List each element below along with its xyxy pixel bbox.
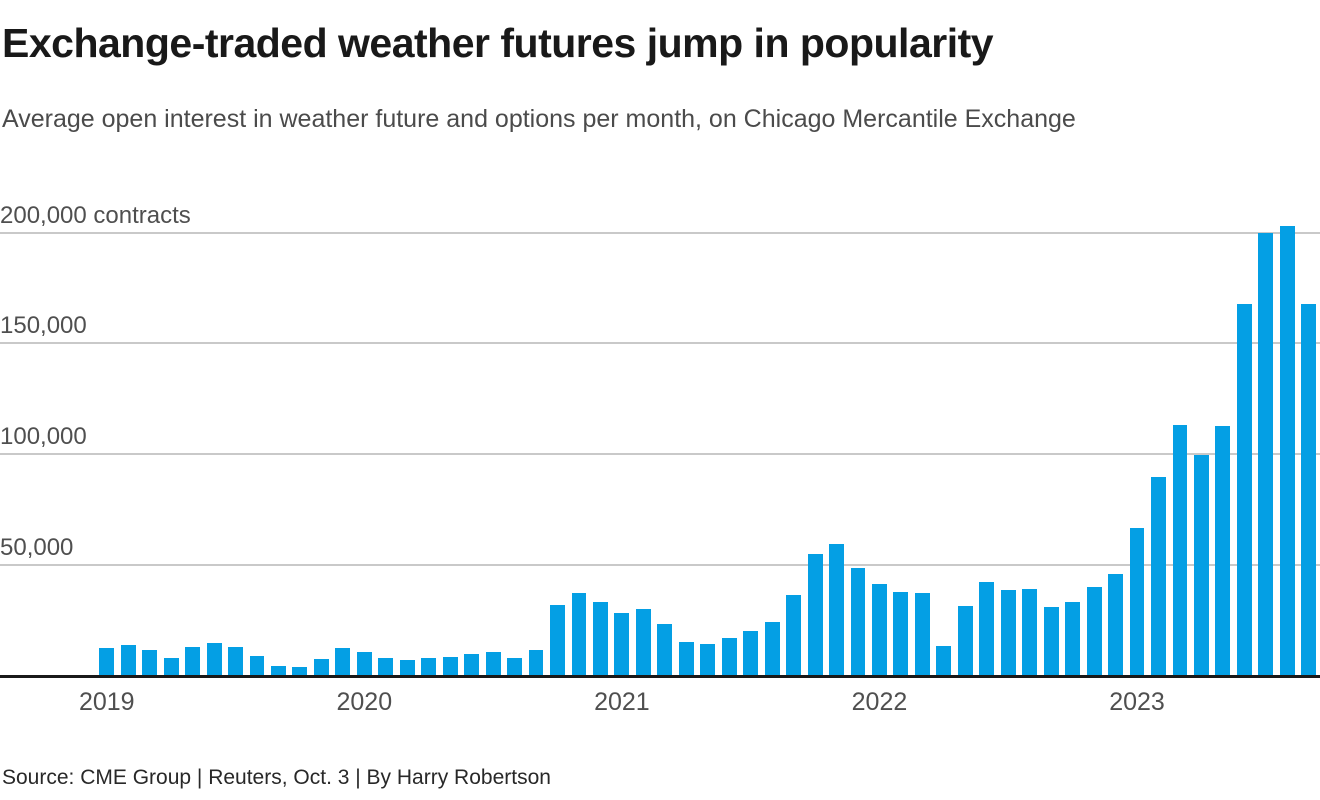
bar [893,591,909,675]
x-year-label: 2021 [594,688,650,716]
y-tick-label: 150,000 [0,312,87,340]
bar [1236,303,1252,675]
bar [872,584,887,675]
bar [1301,303,1317,675]
bar [614,612,630,675]
bar [550,604,565,675]
bar [163,658,179,675]
bar [292,667,308,675]
bar [442,657,458,675]
bar [142,649,158,675]
gridline [0,231,1320,234]
bar [399,660,415,675]
bar [700,644,716,675]
bar [313,659,329,675]
bar [356,651,372,675]
bar [957,605,973,675]
bar [120,645,136,675]
bar [936,645,952,675]
gridline [0,564,1320,567]
bar [1193,455,1209,675]
bar [1279,226,1295,675]
bar [657,623,673,675]
bar [1043,607,1059,675]
bar [1065,601,1081,675]
bar [914,592,930,675]
bar [228,647,243,675]
bar [249,655,265,675]
bar [1258,232,1274,675]
bar [571,593,587,675]
source-line: Source: CME Group | Reuters, Oct. 3 | By… [2,766,551,789]
gridline [0,453,1320,456]
bar [485,651,501,675]
y-tick-label: 200,000 contracts [0,201,191,229]
bar [1172,425,1188,675]
bar [807,554,823,675]
bar [185,646,201,675]
bar [592,601,608,675]
x-year-label: 2023 [1109,688,1165,716]
x-axis-line [0,675,1320,678]
bar [979,581,995,675]
bar [99,647,115,675]
bar [1000,590,1016,675]
x-year-label: 2020 [336,688,393,716]
bar [335,647,351,675]
bar [271,665,286,675]
page-subtitle: Average open interest in weather future … [2,105,1076,133]
bar [1108,573,1123,675]
bar [378,658,394,675]
bar [206,643,222,675]
bar [1022,588,1038,675]
bar [721,637,737,675]
bar [850,568,866,675]
bar [1151,476,1166,675]
bar [829,543,844,675]
bar [1129,527,1145,675]
bar [1215,425,1231,675]
bar [421,657,437,675]
bar [743,630,759,675]
bar [528,649,544,675]
page-title: Exchange-traded weather futures jump in … [2,20,994,66]
bar [507,657,522,675]
x-year-label: 2019 [78,688,135,716]
y-tick-label: 100,000 [0,423,87,451]
bar [635,609,651,675]
bar [1086,586,1102,675]
x-year-label: 2022 [851,688,908,716]
bar [764,621,780,675]
y-tick-label: 50,000 [0,534,74,562]
bar [464,654,480,675]
bar [678,642,694,675]
gridline [0,342,1320,345]
bar [786,595,802,675]
